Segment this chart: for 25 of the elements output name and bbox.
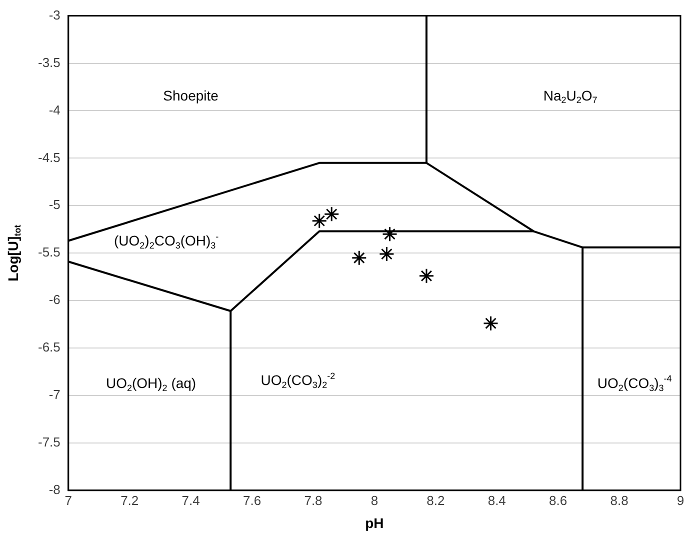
y-axis-title: Log[U]tot — [4, 224, 23, 282]
y-tick-label: -5.5 — [38, 244, 60, 260]
y-tick-label: -5 — [48, 197, 60, 212]
y-tick-label: -7 — [48, 387, 60, 402]
y-tick-label: -8 — [48, 482, 60, 497]
y-tick-label: -4.5 — [38, 150, 60, 165]
y-tick-label: -3 — [48, 7, 60, 22]
x-tick-label: 8.2 — [426, 492, 445, 508]
y-tick-label: -7.5 — [38, 434, 60, 450]
x-tick-label: 8.4 — [488, 492, 506, 508]
x-tick-label: 8.6 — [549, 492, 568, 508]
x-tick-label: 8.8 — [610, 492, 628, 508]
y-tick-label: -6 — [48, 292, 60, 308]
x-tick-label: 7 — [64, 492, 72, 508]
x-tick-label: 7.4 — [182, 492, 200, 508]
y-tick-label: -4 — [48, 102, 60, 118]
x-tick-label: 7.2 — [120, 492, 139, 508]
x-tick-label: 7.8 — [304, 492, 322, 508]
x-tick-label: 9 — [676, 492, 684, 508]
y-tick-label: -6.5 — [38, 340, 60, 355]
x-axis-title: pH — [365, 514, 384, 531]
x-tick-label: 7.6 — [242, 492, 262, 508]
y-tick-label: -3.5 — [38, 54, 60, 70]
x-tick-label: 8 — [370, 492, 378, 508]
annotation: Shoepite — [163, 87, 219, 104]
